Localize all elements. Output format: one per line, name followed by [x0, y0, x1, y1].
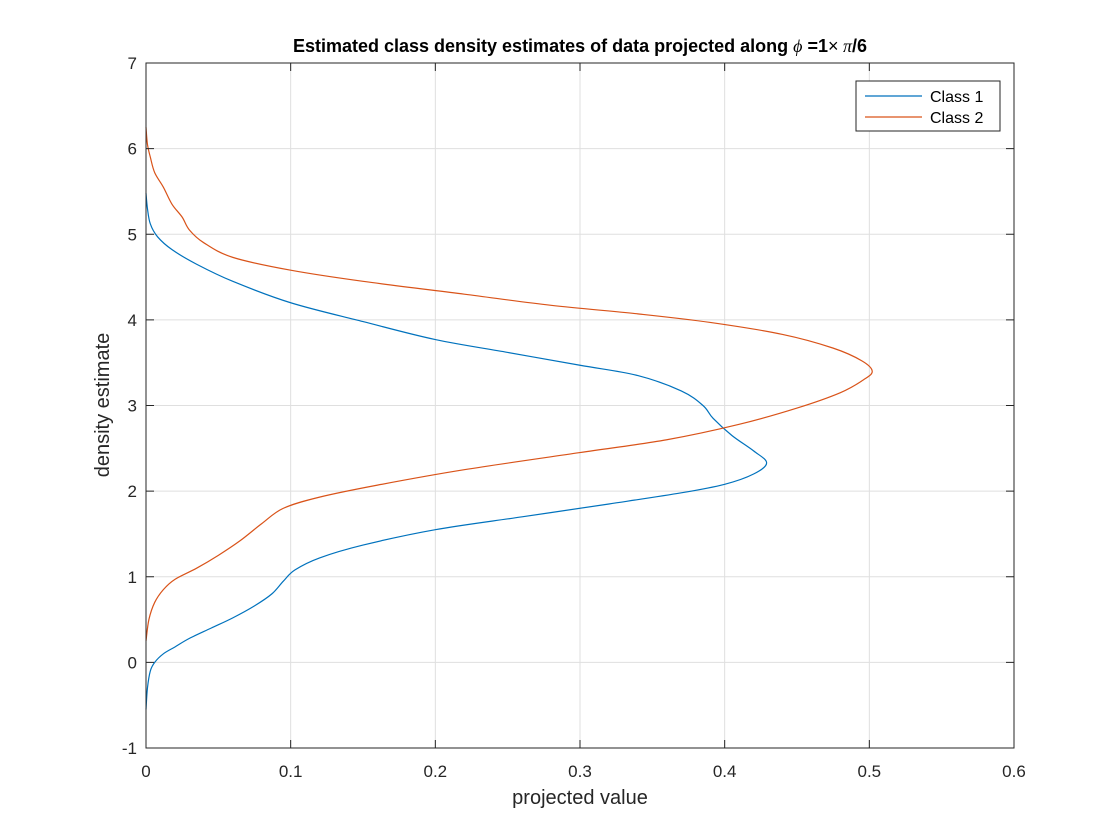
y-tick-labels: -1 0 1 2 3 4 5 6 7 — [122, 54, 137, 758]
y-axis-label: density estimate — [92, 333, 114, 478]
y-tick-label: 3 — [128, 397, 137, 416]
y-tick-label: 4 — [128, 311, 137, 330]
chart-title: Estimated class density estimates of dat… — [293, 36, 867, 56]
y-tick-label: 0 — [128, 653, 137, 672]
y-tick-label: -1 — [122, 739, 137, 758]
x-tick-label: 0.1 — [279, 762, 303, 781]
chart-title-phi: ϕ — [793, 36, 802, 56]
x-tick-label: 0.4 — [713, 762, 737, 781]
x-tick-label: 0.3 — [568, 762, 592, 781]
x-tick-labels: 0 0.1 0.2 0.3 0.4 0.5 0.6 — [141, 762, 1026, 781]
chart-title-suffix: /6 — [852, 36, 867, 56]
series-lines — [145, 127, 873, 710]
x-tick-label: 0.2 — [424, 762, 448, 781]
legend-label-class-2: Class 2 — [930, 110, 983, 127]
series-line-class-2 — [145, 127, 873, 642]
chart-title-pi: π — [839, 36, 854, 56]
chart-title-multiplier: =1 — [802, 36, 828, 56]
x-tick-label: 0 — [141, 762, 150, 781]
legend-box — [855, 80, 1001, 132]
y-tick-label: 2 — [128, 482, 137, 501]
chart-title-prefix: Estimated class density estimates of dat… — [293, 36, 793, 56]
x-axis-label: projected value — [512, 787, 648, 809]
y-tick-label: 5 — [128, 225, 137, 244]
y-tick-label: 6 — [128, 140, 137, 159]
x-tick-label: 0.5 — [858, 762, 882, 781]
chart-title-times: × — [828, 36, 839, 56]
axis-ticks — [145, 62, 1015, 749]
legend-label-class-1: Class 1 — [930, 89, 983, 106]
legend: Class 1 Class 2 — [855, 80, 1001, 132]
x-tick-label: 0.6 — [1002, 762, 1026, 781]
y-tick-label: 7 — [128, 54, 137, 73]
y-tick-label: 1 — [128, 568, 137, 587]
series-line-class-1 — [145, 193, 768, 710]
